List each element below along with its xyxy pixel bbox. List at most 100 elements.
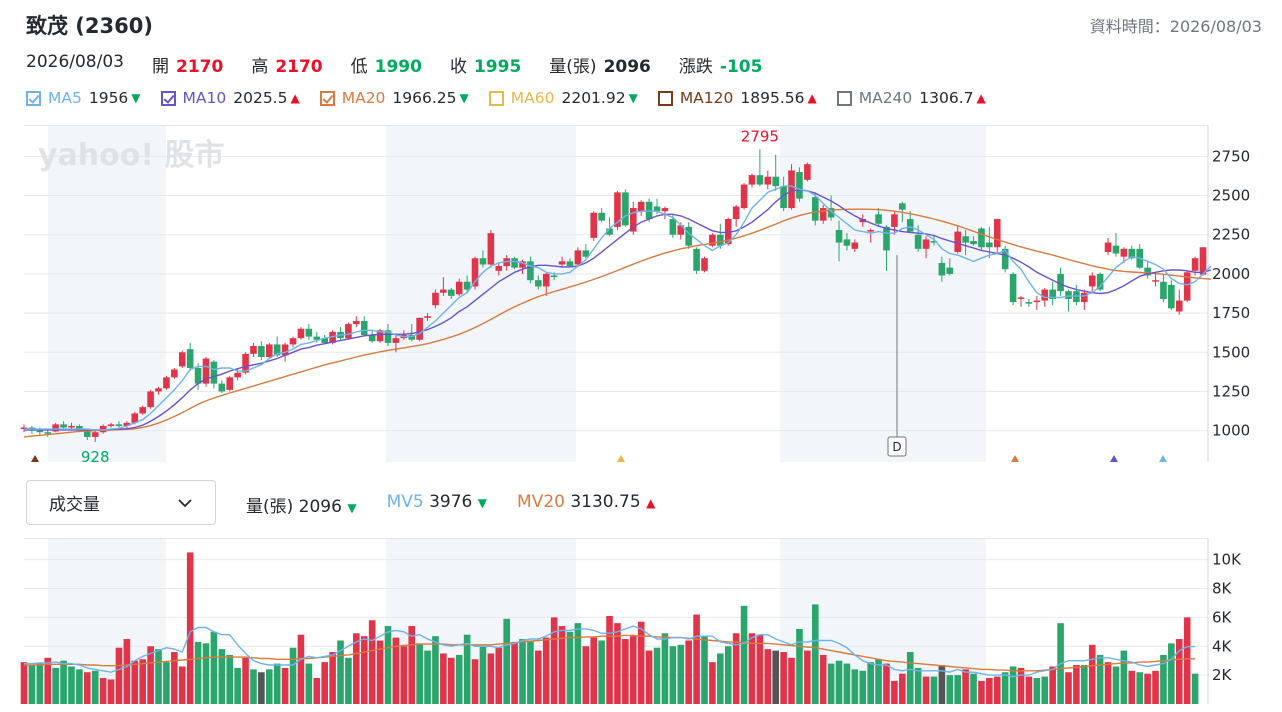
candle-body: [906, 219, 914, 232]
checkbox-icon[interactable]: [488, 90, 504, 106]
volume-bar: [614, 623, 621, 704]
candle-body: [922, 239, 930, 249]
shaded-band: [780, 125, 986, 462]
volume-bar: [1152, 670, 1159, 704]
candle-body: [1120, 248, 1128, 257]
volume-bar: [234, 667, 241, 704]
ma-legend-ma60[interactable]: MA60 2201.92 ▼: [488, 89, 638, 107]
candle-body: [321, 338, 328, 343]
volume-bar: [202, 643, 210, 704]
candle-body: [788, 170, 795, 209]
ma-legend-ma10[interactable]: MA10 2025.5 ▲: [160, 89, 300, 107]
volume-bar: [883, 663, 890, 704]
volume-bar: [1183, 617, 1191, 704]
volume-bar: [1081, 665, 1088, 704]
volume-bar: [1088, 644, 1096, 704]
candle-body: [186, 349, 194, 368]
shaded-band: [48, 538, 166, 704]
price-tick-label: 2500: [1212, 187, 1250, 205]
ma-direction: ▼: [131, 91, 141, 105]
candle-body: [693, 248, 700, 271]
volume-bar: [993, 676, 1001, 704]
ma-legend-ma5[interactable]: MA5 1956 ▼: [26, 89, 141, 107]
price-tick-label: 1500: [1212, 343, 1250, 361]
candle-body: [1183, 272, 1191, 301]
candle-body: [582, 250, 590, 257]
candle-body: [780, 186, 787, 209]
ma-legend-ma120[interactable]: MA120 1895.56 ▲: [657, 89, 817, 107]
ma-legend-ma20[interactable]: MA20 1966.25 ▼: [319, 89, 469, 107]
volume-bar: [970, 673, 977, 704]
candle-body: [131, 413, 139, 423]
volume-bar: [384, 626, 392, 704]
volume-bar: [978, 680, 985, 704]
candle-body: [899, 203, 906, 210]
candle-body: [598, 212, 605, 221]
candle-body: [123, 422, 131, 426]
candle-body: [637, 201, 645, 212]
volume-bar: [819, 654, 827, 704]
volume-chart[interactable]: 10K 8K 6K 4K 2K: [0, 538, 1282, 708]
volume-bar: [637, 621, 645, 704]
volume-bar: [503, 618, 510, 704]
volume-bar: [717, 653, 724, 704]
volume-bar: [1017, 667, 1025, 704]
candle-body: [1009, 273, 1017, 303]
price-chart[interactable]: 2750 2500 2250 2000 1750 1500 1250 1000 yahoo! 股…: [0, 125, 1282, 462]
candle-body: [1191, 258, 1199, 271]
volume-bar: [155, 649, 162, 704]
candle-body: [60, 424, 67, 428]
volume-bar: [756, 634, 764, 704]
candle-body: [178, 352, 186, 367]
candle-body: [345, 324, 352, 339]
candle-body: [867, 230, 874, 232]
candle-body: [914, 234, 922, 249]
checkbox-icon[interactable]: [160, 90, 176, 106]
volume-bar: [495, 647, 503, 704]
candle-body: [36, 430, 44, 433]
volume-bar: [590, 637, 598, 704]
volume-bar: [511, 641, 518, 704]
low-price-label: 928: [81, 448, 110, 462]
ma-name: MA240: [858, 89, 913, 107]
ma-direction: ▲: [807, 91, 817, 105]
candle-body: [155, 388, 162, 392]
volume-indicator-select[interactable]: 成交量: [26, 480, 216, 525]
volume-bar: [250, 669, 257, 704]
candle-body: [519, 261, 526, 268]
candle-body: [724, 219, 732, 245]
volume-bar: [519, 639, 526, 704]
volume-bar: [400, 646, 408, 704]
candle-body: [1128, 248, 1136, 259]
volume-bar: [954, 675, 962, 704]
volume-bar: [835, 660, 843, 704]
volume-bar: [724, 646, 732, 704]
checkbox-icon[interactable]: [319, 90, 335, 106]
checkbox-icon[interactable]: [836, 90, 852, 106]
volume-bar: [28, 665, 36, 704]
volume-bar: [139, 659, 146, 704]
volume-bar: [487, 653, 495, 704]
volume-bar: [345, 657, 352, 704]
checkbox-icon[interactable]: [657, 90, 673, 106]
ma-name: MA120: [679, 89, 734, 107]
volume-bar: [107, 679, 115, 704]
candle-body: [748, 175, 756, 185]
shaded-band: [48, 125, 166, 462]
candle-body: [1160, 281, 1167, 299]
candle-body: [574, 250, 582, 265]
candle-body: [273, 344, 281, 356]
candle-body: [772, 176, 780, 187]
volume-bar: [392, 637, 400, 704]
ma-direction: ▲: [976, 91, 986, 105]
volume-bar: [1168, 643, 1175, 704]
volume-bar: [471, 659, 479, 704]
volume-bar: [542, 637, 550, 704]
volume-bar: [606, 615, 613, 704]
candle-body: [84, 430, 91, 437]
ma-legend-ma240[interactable]: MA240 1306.7 ▲: [836, 89, 986, 107]
checkbox-icon[interactable]: [26, 90, 41, 106]
candle-body: [1081, 292, 1088, 303]
volume-bar: [938, 665, 946, 704]
candle-body: [629, 208, 637, 232]
